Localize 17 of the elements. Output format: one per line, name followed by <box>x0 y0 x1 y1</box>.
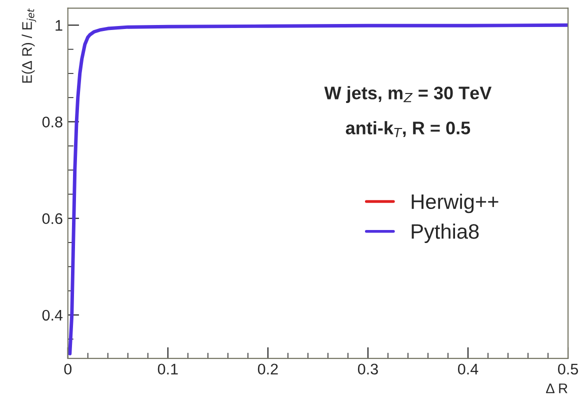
x-tick-label: 0.2 <box>258 364 278 375</box>
line-series <box>68 23 568 356</box>
legend-label: Pythia8 <box>412 224 479 243</box>
legend-label: Herwig++ <box>412 194 498 214</box>
x-tick-label: 0.4 <box>458 364 478 375</box>
x-tick-label: 0.1 <box>158 364 178 375</box>
annotation: anti-k$_{T}$, R = 0.5 <box>346 121 470 138</box>
x-tick-label: 0.3 <box>358 364 378 375</box>
x-tick-label: 0 <box>64 364 72 375</box>
x-axis-title: Δ R <box>546 384 568 394</box>
y-tick-label: 1 <box>56 20 62 31</box>
annotation: W jets, m$_{Z}$ = 30 TeV <box>324 86 492 103</box>
x-tick-label: 0.5 <box>558 364 578 375</box>
y-tick-label: 0.8 <box>42 116 62 128</box>
y-tick-label: 0.4 <box>42 310 63 321</box>
y-axis-title: E(Δ R) / E$_{jet}$ <box>22 8 36 83</box>
y-tick-label: 0.6 <box>42 213 62 224</box>
